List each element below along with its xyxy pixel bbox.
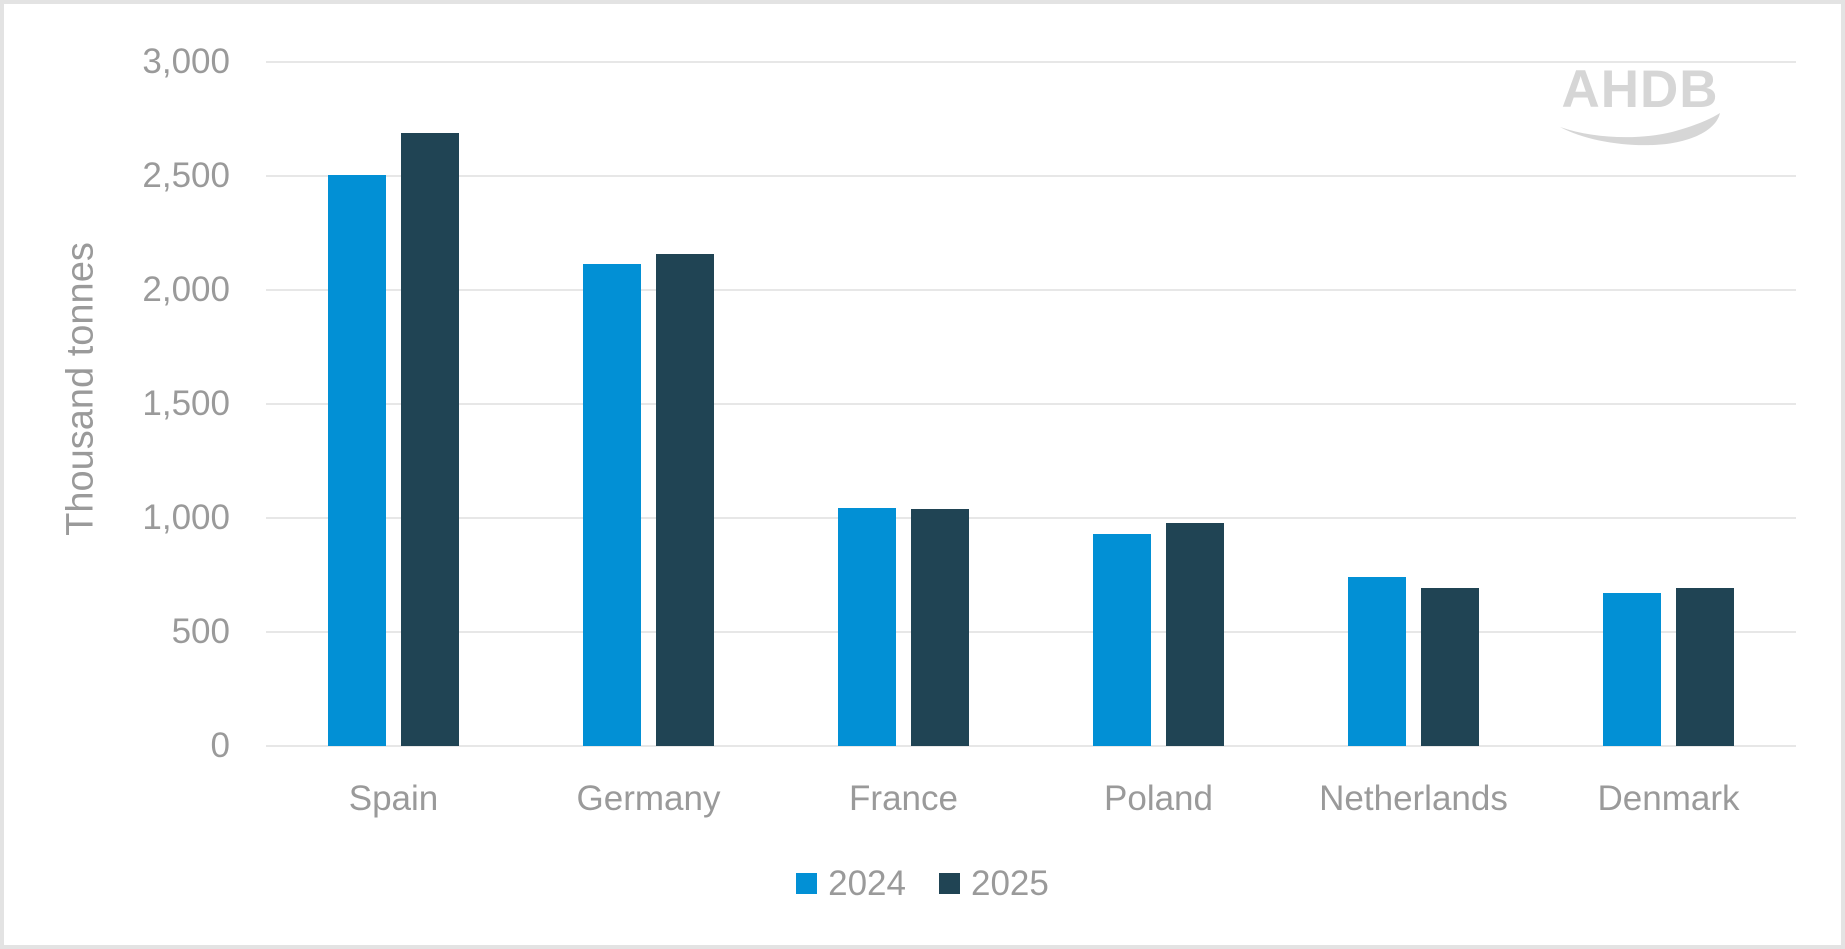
y-tick-label-1500: 1,500 xyxy=(142,384,230,423)
x-category-label-poland: Poland xyxy=(1104,779,1213,818)
bar-germany-2024 xyxy=(583,263,641,746)
bar-netherlands-2025 xyxy=(1421,587,1479,746)
gridline-1500 xyxy=(266,403,1796,405)
ahdb-logo: AHDB xyxy=(1560,60,1720,146)
y-tick-label-2500: 2,500 xyxy=(142,156,230,195)
ahdb-logo-swoosh-icon xyxy=(1560,113,1720,146)
legend-label-2025: 2025 xyxy=(971,864,1049,903)
legend-swatch-2024 xyxy=(796,873,818,894)
bar-denmark-2024 xyxy=(1603,593,1661,746)
bar-poland-2024 xyxy=(1093,533,1151,746)
y-tick-label-2000: 2,000 xyxy=(142,270,230,309)
x-category-label-spain: Spain xyxy=(348,779,439,818)
y-tick-label-500: 500 xyxy=(171,612,230,651)
legend-label-2024: 2024 xyxy=(828,864,906,903)
y-tick-label-0: 0 xyxy=(210,726,230,765)
gridline-1000 xyxy=(266,517,1796,519)
y-tick-label-1000: 1,000 xyxy=(142,498,230,537)
y-tick-label-3000: 3,000 xyxy=(142,42,230,81)
gridline-500 xyxy=(266,631,1796,633)
x-category-label-france: France xyxy=(849,779,958,818)
gridline-2500 xyxy=(266,175,1796,177)
x-category-label-netherlands: Netherlands xyxy=(1319,779,1508,818)
legend-swatch-2025 xyxy=(939,873,960,894)
gridline-2000 xyxy=(266,289,1796,291)
bar-netherlands-2024 xyxy=(1348,577,1406,746)
x-category-label-germany: Germany xyxy=(576,779,721,818)
bar-france-2025 xyxy=(911,508,969,746)
bar-germany-2025 xyxy=(656,253,714,746)
bar-poland-2025 xyxy=(1166,522,1224,746)
bar-france-2024 xyxy=(838,507,896,746)
bar-spain-2024 xyxy=(328,174,386,746)
legend-item-2024: 2024 xyxy=(796,866,906,901)
legend: 2024 2025 xyxy=(4,866,1841,901)
bar-denmark-2025 xyxy=(1676,587,1734,746)
ahdb-logo-text: AHDB xyxy=(1561,60,1719,119)
legend-item-2025: 2025 xyxy=(939,866,1049,901)
gridline-3000 xyxy=(266,61,1796,63)
bar-spain-2025 xyxy=(401,132,459,746)
gridline-0 xyxy=(266,745,1796,747)
x-category-label-denmark: Denmark xyxy=(1597,779,1740,818)
